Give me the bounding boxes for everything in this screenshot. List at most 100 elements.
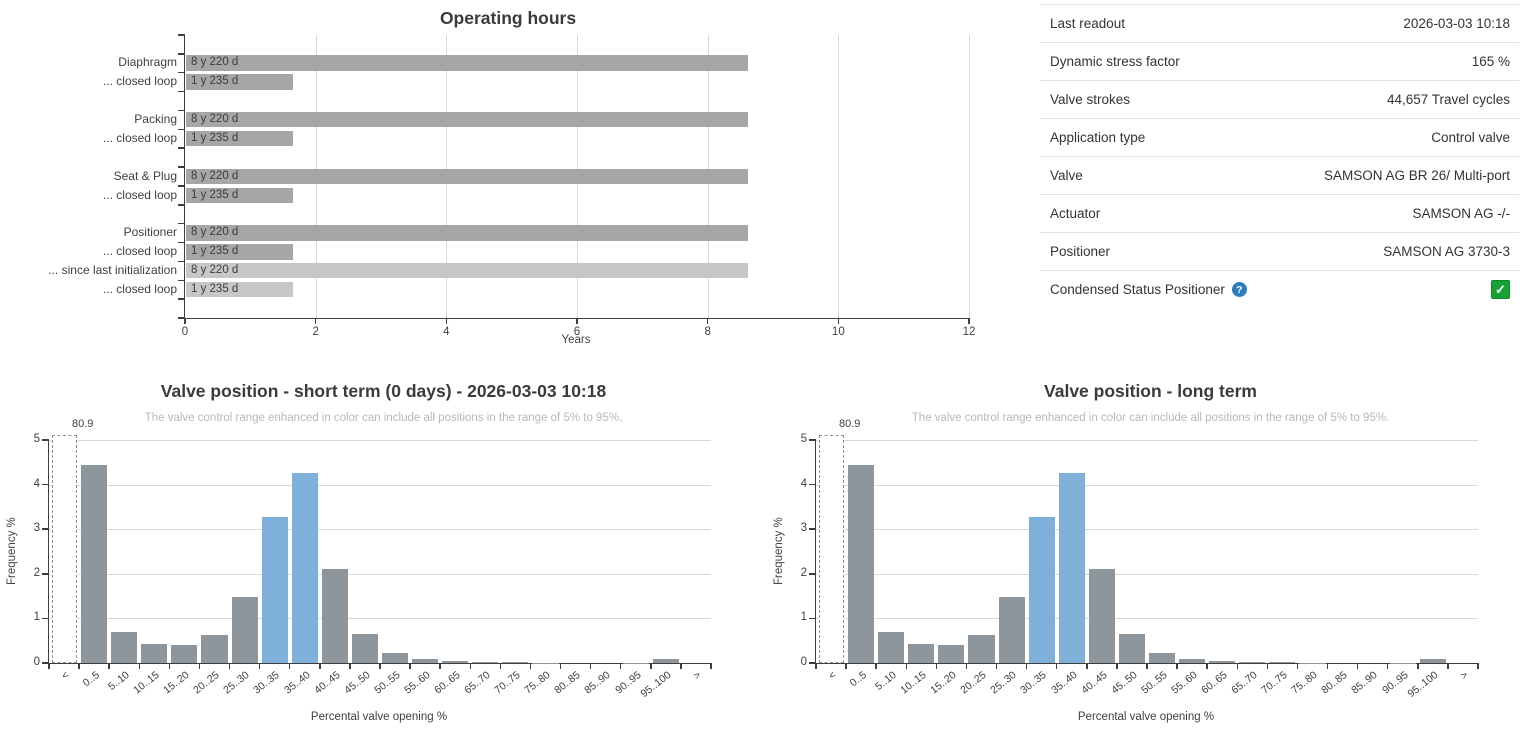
y-axis-tick-label: 4	[800, 477, 807, 490]
y-axis-tick	[178, 147, 185, 149]
x-axis-tick	[905, 663, 908, 669]
x-axis-tick	[995, 663, 998, 669]
info-label: Last readout	[1050, 16, 1125, 31]
x-axis-tick	[1116, 663, 1118, 669]
y-axis-tick	[42, 662, 49, 664]
histogram-bar	[111, 631, 138, 663]
x-axis-tick	[379, 663, 381, 669]
y-axis-tick-label: 2	[33, 566, 40, 579]
x-axis-tick-label: 20..25	[958, 669, 989, 697]
long-term-plot: 0 1 2 3 4 5 <0..5 5..10 10..15 15..20 20..25 25..30…	[801, 433, 1479, 700]
info-value: SAMSON AG 3730-3	[1383, 244, 1510, 259]
histogram-bar	[201, 634, 228, 663]
y-axis-tick	[809, 662, 816, 664]
x-axis-tick-label: 90..95	[1379, 669, 1411, 697]
histogram-bar	[1088, 569, 1115, 663]
gridline	[49, 440, 711, 441]
x-axis-tick	[619, 663, 622, 669]
y-axis-tick	[178, 166, 185, 168]
y-axis-tick	[178, 222, 185, 225]
gridline	[838, 35, 840, 318]
histogram-bar	[321, 569, 348, 663]
category-label: Diaphragm	[118, 55, 177, 70]
gridline	[816, 484, 1478, 486]
y-axis-tick-label: 1	[800, 611, 807, 624]
x-axis-tick	[589, 663, 592, 669]
histogram-bar	[1118, 633, 1145, 663]
long-term-title: Valve position - long term	[1044, 381, 1257, 401]
x-axis-tick-label: 8	[704, 326, 711, 338]
info-label: Positioner	[1050, 244, 1110, 259]
x-axis-tick	[935, 663, 938, 669]
histogram-bar	[442, 660, 469, 663]
operating-hours-bar: 1 y 235 d	[186, 130, 294, 147]
gridline	[49, 484, 711, 486]
x-axis-tick	[469, 663, 472, 669]
x-axis-tick	[559, 663, 562, 669]
y-axis-tick-label: 0	[33, 656, 40, 668]
category-label: ... closed loop	[102, 74, 177, 89]
y-axis-tick-label: 1	[33, 611, 40, 624]
operating-hours-plot: 0 2 4 6 8 10 12 8 y 220 d Diaphragm 1 y 235 d ... …	[48, 34, 975, 338]
info-label: Actuator	[1050, 206, 1100, 221]
info-row: Positioner SAMSON AG 3730-3	[1040, 233, 1519, 271]
info-row: Valve strokes 44,657 Travel cycles	[1040, 81, 1519, 119]
info-value: SAMSON AG -/-	[1412, 206, 1510, 221]
category-label: Positioner	[123, 225, 177, 240]
x-axis-tick-label: >	[691, 669, 704, 683]
x-axis-tick	[845, 663, 847, 669]
histogram-bar	[231, 597, 258, 663]
y-axis-tick	[178, 204, 185, 206]
x-axis-tick-label: 4	[443, 326, 450, 338]
category-label: ... closed loop	[102, 187, 177, 202]
operating-hours-bar: 1 y 235 d	[186, 244, 294, 260]
y-axis-tick	[178, 241, 185, 244]
x-axis-tick	[138, 663, 141, 669]
category-label: ... closed loop	[102, 244, 177, 259]
info-label: Valve strokes	[1050, 92, 1130, 107]
x-axis-tick-label: 10..15	[898, 669, 929, 697]
info-value: 2026-03-03 10:18	[1403, 16, 1510, 31]
x-axis-tick	[837, 318, 840, 324]
operating-hours-bar: 8 y 220 d	[186, 263, 748, 279]
help-icon[interactable]: ?	[1231, 282, 1247, 297]
x-axis-tick	[288, 663, 291, 669]
histogram-bar	[652, 659, 679, 663]
y-axis-tick	[42, 439, 49, 441]
x-axis-tick	[965, 663, 968, 669]
histogram-bar	[968, 634, 995, 663]
y-axis-tick-label: 5	[33, 433, 40, 445]
category-label: Packing	[134, 112, 177, 127]
y-axis-tick	[42, 617, 49, 620]
histogram-bar	[382, 653, 409, 663]
x-axis-tick	[576, 318, 578, 324]
operating-hours-xaxis-label: Years	[561, 334, 591, 346]
x-axis-tick	[228, 663, 231, 669]
gridline	[816, 440, 1478, 441]
status-checkbox[interactable]: ✓	[1491, 280, 1510, 299]
x-axis-tick-label: 65..70	[1229, 669, 1260, 697]
histogram-bar	[1058, 473, 1085, 663]
x-axis-tick	[445, 318, 448, 324]
info-row: Last readout 2026-03-03 10:18	[1040, 5, 1519, 43]
x-axis-tick-label: 45..50	[341, 669, 373, 697]
histogram-bar	[81, 464, 108, 663]
x-axis-tick-label: >	[1458, 669, 1471, 683]
info-label-text: Valve strokes	[1050, 92, 1131, 107]
x-axis-tick	[1386, 663, 1389, 669]
operating-hours-bar: 8 y 220 d	[186, 55, 748, 71]
histogram-bar	[878, 631, 905, 663]
gridline	[816, 618, 1478, 620]
long-term-subtitle: The valve control range enhanced in colo…	[911, 412, 1390, 424]
y-axis-tick	[42, 483, 49, 486]
histogram-bar	[261, 517, 288, 663]
clipped-bar-value-label: 80.9	[72, 418, 94, 430]
info-value: Control valve	[1431, 130, 1510, 145]
histogram-bar	[141, 644, 168, 663]
x-axis-tick-label: 75..80	[1289, 669, 1320, 697]
y-axis-tick	[42, 573, 49, 575]
short-term-yaxis-label: Frequency %	[6, 517, 18, 586]
operating-hours-bar: 8 y 220 d	[186, 112, 748, 128]
histogram-bar	[472, 661, 499, 663]
